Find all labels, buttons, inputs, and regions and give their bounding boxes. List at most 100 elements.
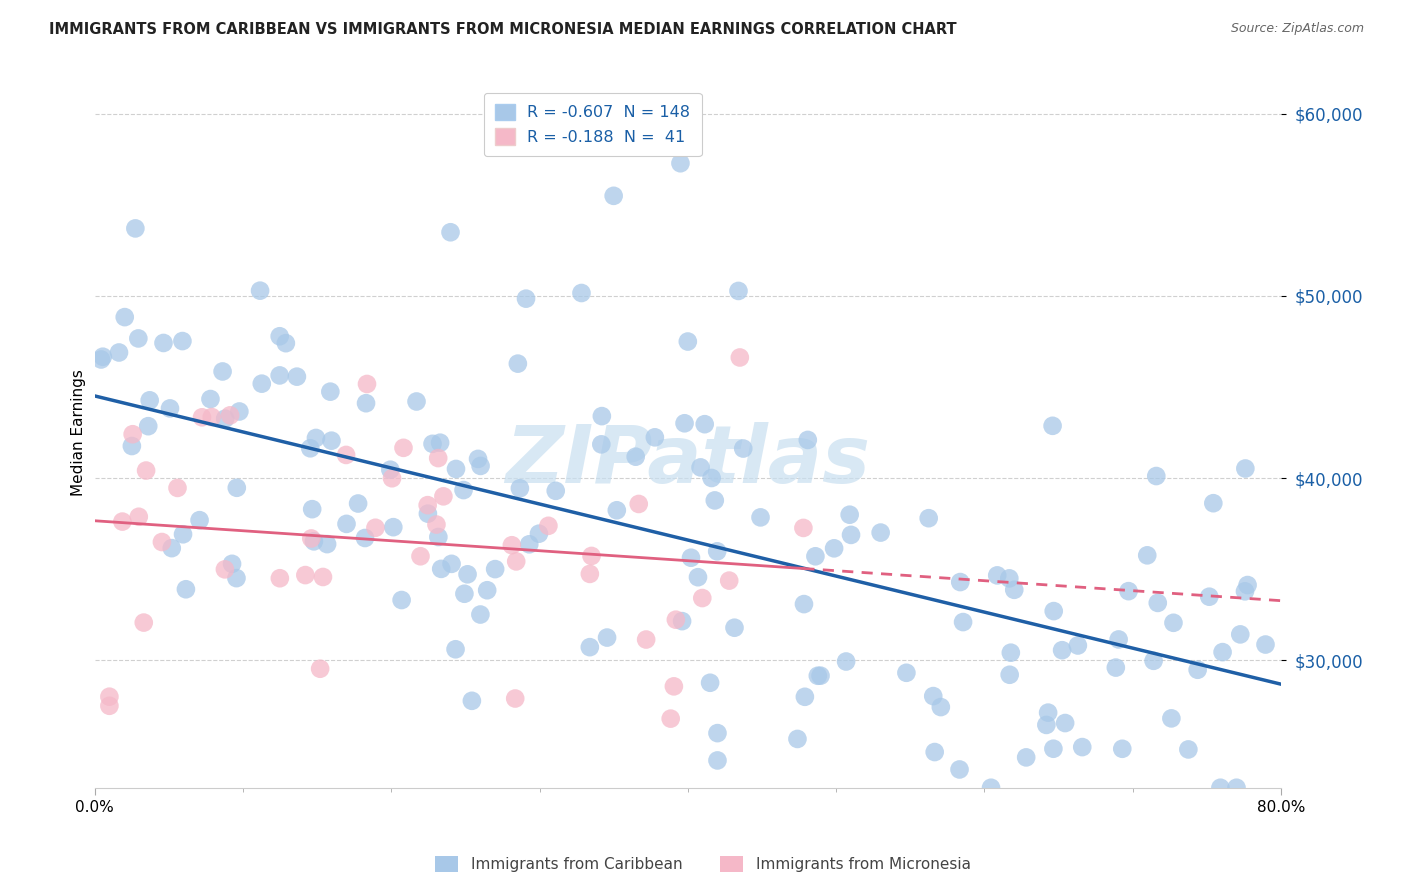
Point <box>1163 615 1185 630</box>
Point <box>1254 638 1277 652</box>
Point <box>274 336 297 351</box>
Point <box>922 689 945 703</box>
Point <box>188 513 211 527</box>
Point <box>111 515 134 529</box>
Point <box>250 376 273 391</box>
Point <box>1067 639 1090 653</box>
Point <box>804 549 827 564</box>
Point <box>797 433 820 447</box>
Point <box>515 292 537 306</box>
Point <box>676 334 699 349</box>
Point <box>225 481 247 495</box>
Point <box>807 669 830 683</box>
Point <box>1229 627 1251 641</box>
Point <box>405 394 427 409</box>
Text: Source: ZipAtlas.com: Source: ZipAtlas.com <box>1230 22 1364 36</box>
Point <box>1105 660 1128 674</box>
Y-axis label: Median Earnings: Median Earnings <box>72 369 86 496</box>
Point <box>1202 496 1225 510</box>
Point <box>517 537 540 551</box>
Point <box>1015 750 1038 764</box>
Point <box>98 698 121 713</box>
Point <box>949 575 972 590</box>
Point <box>581 549 603 563</box>
Point <box>91 350 114 364</box>
Point <box>627 497 650 511</box>
Point <box>121 427 143 442</box>
Point <box>354 396 377 410</box>
Point <box>690 591 713 605</box>
Point <box>416 498 439 512</box>
Point <box>159 401 181 416</box>
Point <box>302 534 325 549</box>
Point <box>392 441 415 455</box>
Point <box>1042 418 1064 433</box>
Point <box>347 496 370 510</box>
Point <box>391 593 413 607</box>
Point <box>422 437 444 451</box>
Point <box>1209 780 1232 795</box>
Point <box>636 632 658 647</box>
Point <box>285 369 308 384</box>
Point <box>309 662 332 676</box>
Point <box>429 435 451 450</box>
Point <box>1236 578 1258 592</box>
Point <box>356 376 378 391</box>
Point <box>121 439 143 453</box>
Point <box>1212 645 1234 659</box>
Point <box>689 460 711 475</box>
Point <box>505 554 527 568</box>
Point <box>432 489 454 503</box>
Point <box>839 528 862 542</box>
Point <box>364 521 387 535</box>
Point <box>706 726 728 740</box>
Point <box>571 285 593 300</box>
Point <box>624 450 647 464</box>
Point <box>335 448 357 462</box>
Point <box>579 566 602 581</box>
Point <box>484 562 506 576</box>
Point <box>127 331 149 345</box>
Point <box>1042 604 1064 618</box>
Legend: Immigrants from Caribbean, Immigrants from Micronesia: Immigrants from Caribbean, Immigrants fr… <box>427 848 979 880</box>
Point <box>470 607 492 622</box>
Point <box>228 404 250 418</box>
Point <box>1144 469 1167 483</box>
Point <box>138 393 160 408</box>
Point <box>998 667 1021 681</box>
Point <box>1054 716 1077 731</box>
Point <box>835 655 858 669</box>
Point <box>214 562 236 576</box>
Point <box>1233 584 1256 599</box>
Point <box>998 571 1021 585</box>
Point <box>305 431 328 445</box>
Point <box>1002 582 1025 597</box>
Point <box>124 221 146 235</box>
Point <box>918 511 941 525</box>
Point <box>425 517 447 532</box>
Point <box>1050 643 1073 657</box>
Point <box>1234 461 1257 475</box>
Point <box>662 679 685 693</box>
Point <box>706 754 728 768</box>
Point <box>693 417 716 432</box>
Point <box>301 502 323 516</box>
Point <box>1142 654 1164 668</box>
Point <box>924 745 946 759</box>
Point <box>409 549 432 564</box>
Point <box>793 690 815 704</box>
Point <box>477 583 499 598</box>
Point <box>952 615 974 629</box>
Point <box>986 568 1008 582</box>
Point <box>792 521 814 535</box>
Point <box>1187 663 1209 677</box>
Point <box>727 284 749 298</box>
Point <box>591 409 613 423</box>
Point <box>382 520 405 534</box>
Point <box>114 310 136 325</box>
Point <box>269 368 291 383</box>
Point <box>108 345 131 359</box>
Point <box>135 464 157 478</box>
Point <box>673 417 696 431</box>
Point <box>470 458 492 473</box>
